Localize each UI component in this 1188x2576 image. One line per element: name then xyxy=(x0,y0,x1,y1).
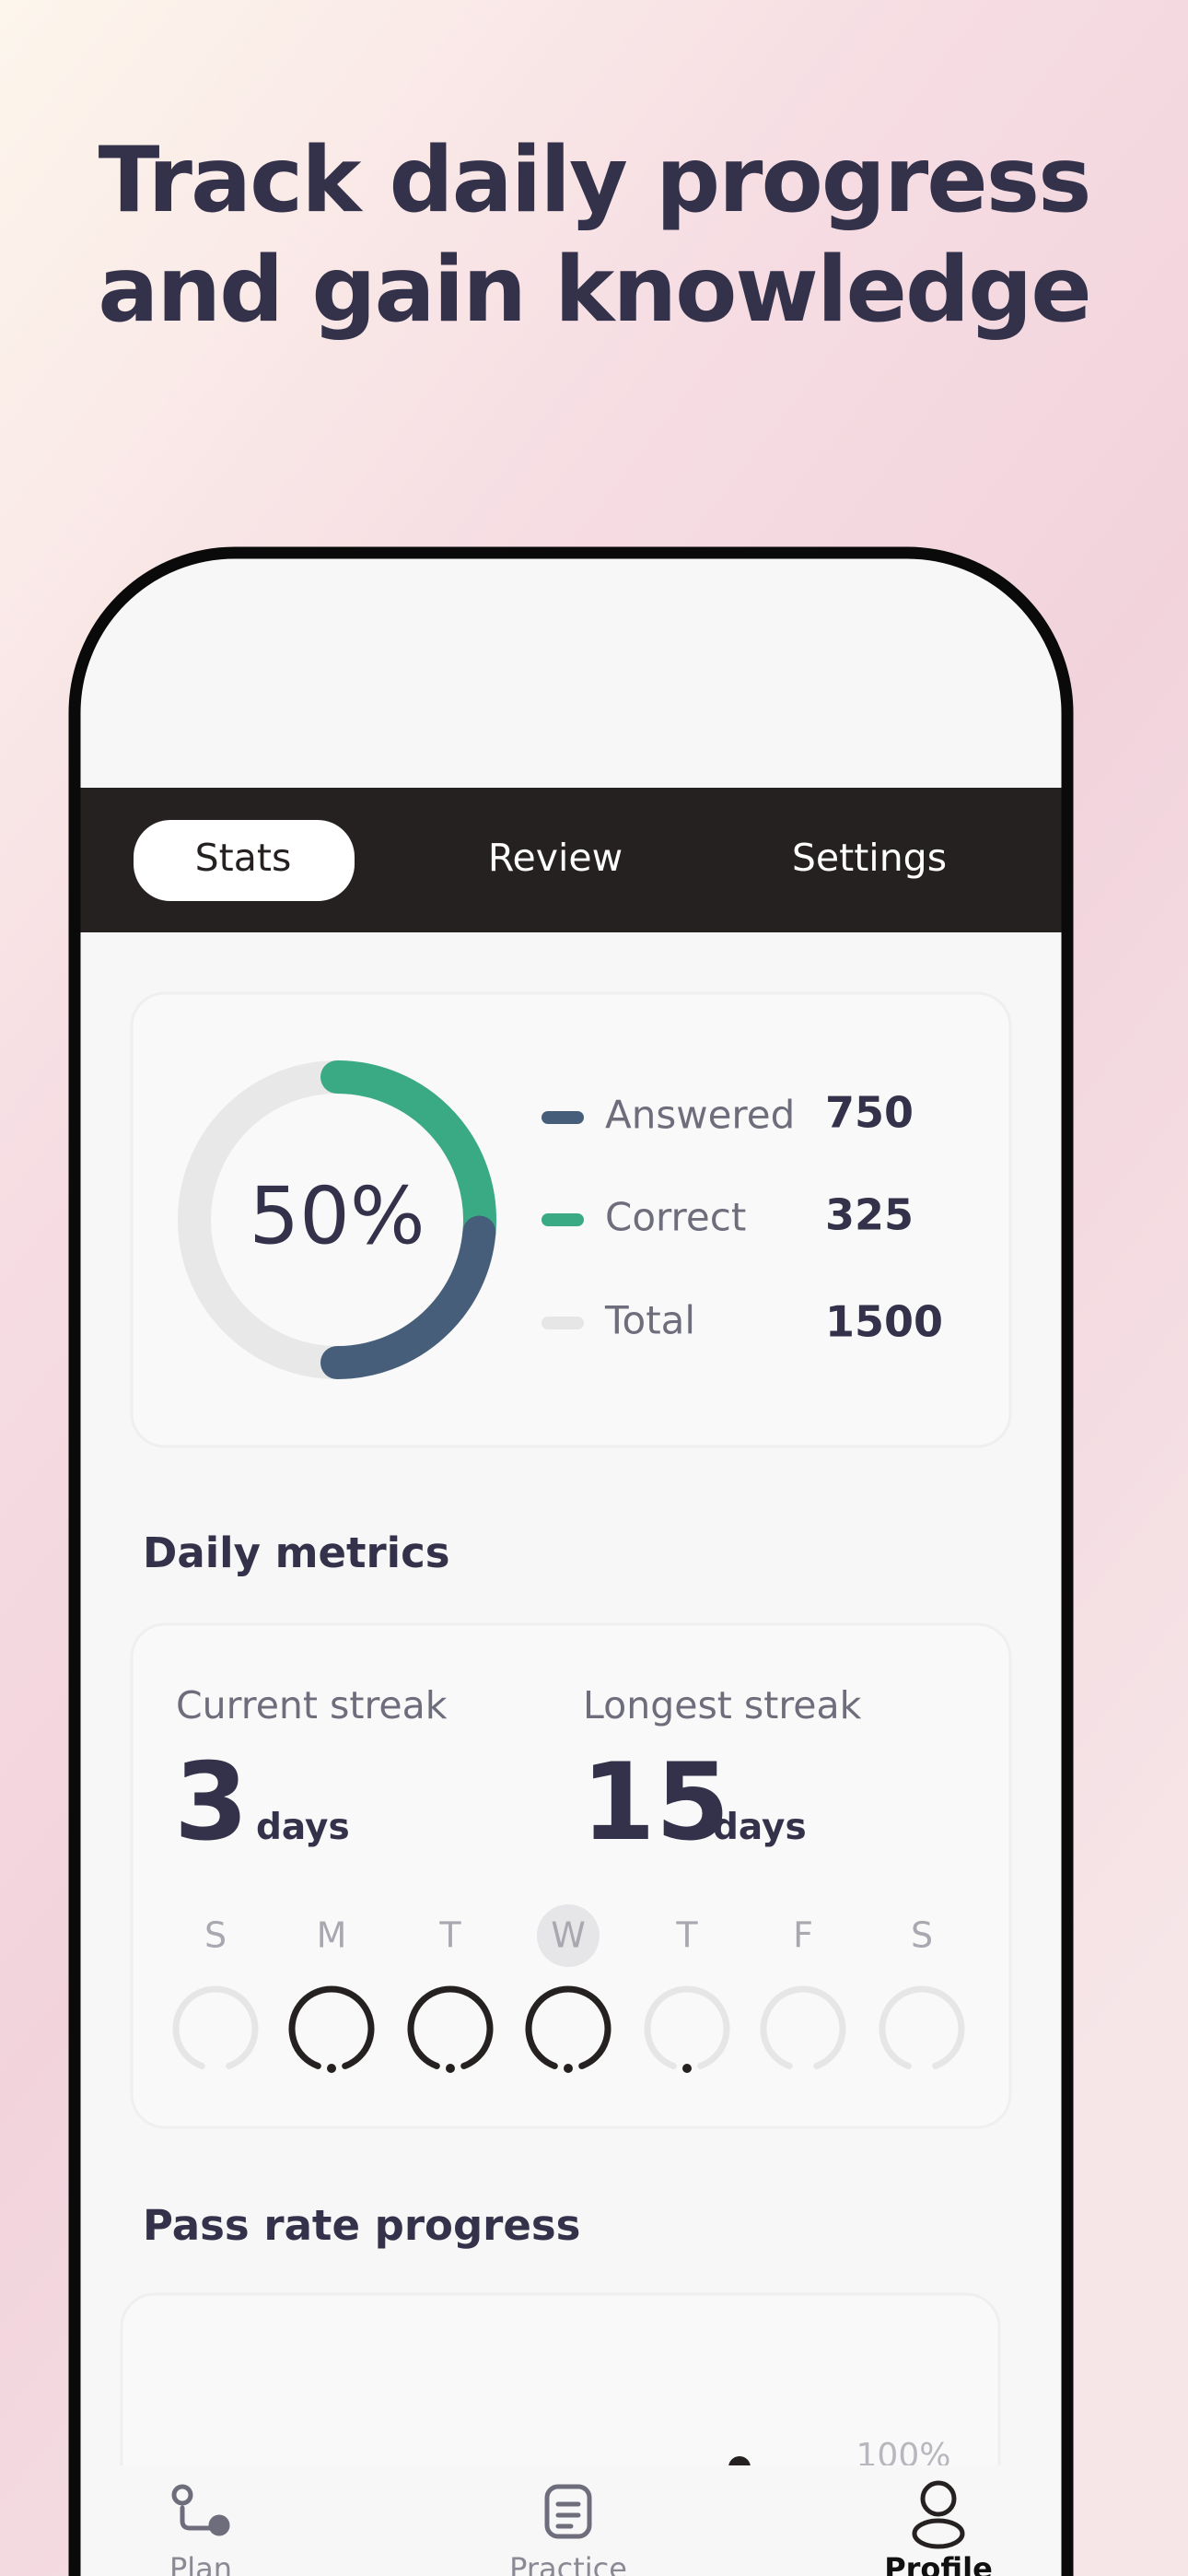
day-dot xyxy=(564,2064,573,2073)
phone-frame xyxy=(68,546,1074,2576)
day-letter: M xyxy=(317,1915,347,1956)
section-title: Daily metrics xyxy=(143,1528,450,1577)
section-title: Pass rate progress xyxy=(143,2201,580,2250)
day-letter: F xyxy=(793,1915,813,1956)
day-ring xyxy=(172,1985,259,2069)
day-ring xyxy=(288,1985,375,2069)
tab[interactable]: Review xyxy=(488,836,623,880)
day-ring xyxy=(525,1985,611,2069)
streak-unit: days xyxy=(256,1807,350,1848)
phone-screen: Stats Review Settings 50% Answered Corre… xyxy=(80,558,1062,2576)
day-ring xyxy=(879,1985,965,2069)
tab[interactable]: Settings xyxy=(792,836,947,880)
headline: and gain knowledge xyxy=(98,238,1090,343)
day-dot xyxy=(446,2064,455,2073)
day-letter: W xyxy=(551,1915,586,1956)
donut-percent: 50% xyxy=(249,1170,425,1262)
streak-unit: days xyxy=(713,1807,807,1848)
nav-label[interactable]: Profile xyxy=(884,2551,993,2576)
legend-value: 1500 xyxy=(825,1297,943,1347)
day-ring xyxy=(644,1985,730,2069)
tab[interactable]: Stats xyxy=(195,836,292,880)
legend-value: 325 xyxy=(825,1190,914,1240)
today-highlight xyxy=(537,1904,600,1967)
headline: Track daily progress xyxy=(99,128,1090,233)
nav-icons xyxy=(171,2480,965,2549)
nav-label[interactable]: Plan xyxy=(169,2551,232,2576)
day-ring xyxy=(760,1985,846,2069)
donut-answered xyxy=(320,1215,496,1379)
day-letter: S xyxy=(911,1915,933,1956)
legend-label: Answered xyxy=(605,1093,795,1138)
tab-selected[interactable] xyxy=(134,820,355,901)
day-letter: S xyxy=(204,1915,227,1956)
streak-value: 3 xyxy=(174,1740,249,1865)
metrics-card xyxy=(130,1622,1012,2129)
day-dot xyxy=(327,2064,336,2073)
day-letter: T xyxy=(675,1915,698,1956)
nav-label[interactable]: Practice xyxy=(509,2551,627,2576)
day-dot xyxy=(682,2064,692,2073)
bottom-nav xyxy=(80,2465,1062,2576)
streak-label: Longest streak xyxy=(583,1683,862,1727)
legend-label: Correct xyxy=(605,1195,746,1240)
day-ring xyxy=(407,1985,494,2069)
streak-value: 15 xyxy=(581,1740,729,1865)
day-letter: T xyxy=(438,1915,461,1956)
donut-correct xyxy=(320,1060,496,1249)
streak-label: Current streak xyxy=(176,1683,448,1727)
legend-label: Total xyxy=(604,1298,695,1343)
legend-value: 750 xyxy=(825,1088,914,1138)
